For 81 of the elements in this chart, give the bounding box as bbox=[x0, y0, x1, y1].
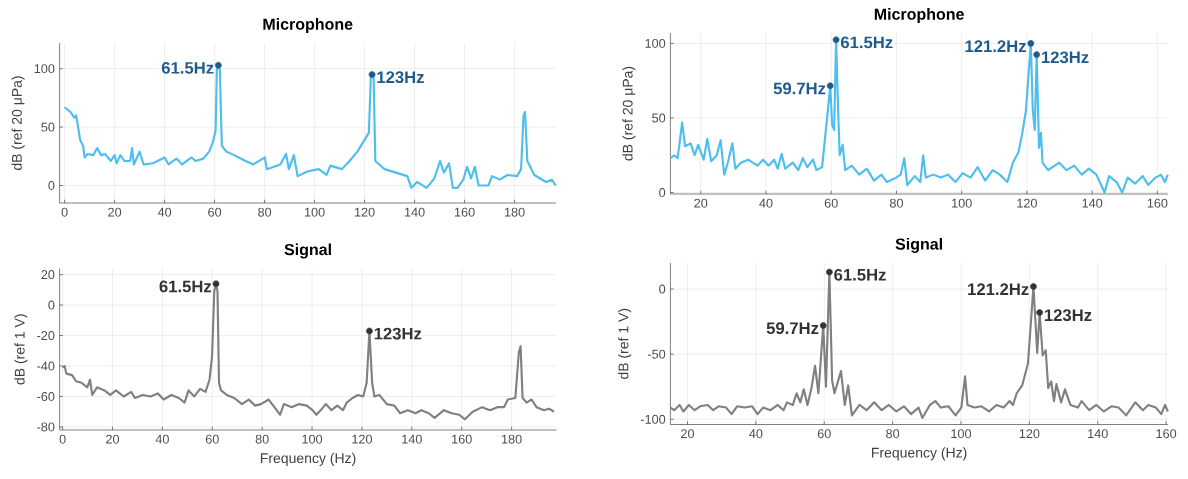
point bbox=[1036, 309, 1043, 316]
x-axis-title: Frequency (Hz) bbox=[260, 452, 356, 466]
y-tick-label: 50 bbox=[41, 122, 55, 132]
x-tick-label: 0 bbox=[59, 434, 66, 444]
x-tick-label: 80 bbox=[889, 198, 903, 208]
x-tick-label: 100 bbox=[304, 207, 325, 217]
x-tick-label: 180 bbox=[504, 207, 525, 217]
x-tick-label: 60 bbox=[817, 429, 831, 439]
y-tick-label: 0 bbox=[48, 300, 55, 310]
x-tick-label: 80 bbox=[255, 434, 269, 444]
x-tick-label: 40 bbox=[155, 434, 169, 444]
x-tick-label: 80 bbox=[258, 207, 272, 217]
annotation: 121.2Hz bbox=[968, 283, 1029, 295]
x-tick-label: 60 bbox=[208, 207, 222, 217]
annotation: 121.2Hz bbox=[965, 40, 1026, 52]
annotation: 61.5Hz bbox=[840, 36, 893, 49]
x-tick-label: 20 bbox=[694, 198, 708, 208]
x-tick-label: 160 bbox=[452, 434, 472, 444]
chart-title: Signal bbox=[895, 237, 942, 253]
y-tick-label: -100 bbox=[640, 414, 666, 424]
annotation: 61.5Hz bbox=[161, 61, 214, 74]
x-tick-label: 140 bbox=[1088, 429, 1108, 439]
x-tick-label: 120 bbox=[1019, 429, 1040, 439]
y-tick-label: -60 bbox=[37, 392, 55, 401]
x-tick-label: 100 bbox=[302, 434, 323, 444]
point bbox=[819, 322, 827, 329]
y-tick-label: 100 bbox=[645, 38, 666, 48]
chart-title: Microphone bbox=[874, 8, 964, 23]
y-tick-label: 20 bbox=[41, 270, 55, 280]
x-tick-label: 140 bbox=[402, 434, 422, 444]
x-tick-label: 0 bbox=[61, 207, 68, 217]
y-tick-label: -50 bbox=[647, 349, 666, 359]
x-tick-label: 100 bbox=[952, 198, 972, 208]
annotation: 123Hz bbox=[374, 327, 422, 340]
x-tick-label: 100 bbox=[951, 429, 972, 439]
x-axis-title: Frequency (Hz) bbox=[872, 447, 967, 461]
x-tick-label: 160 bbox=[1156, 429, 1177, 439]
chart-title: Microphone bbox=[263, 18, 353, 33]
annotation: 123Hz bbox=[1044, 309, 1092, 322]
point bbox=[1027, 40, 1035, 47]
x-tick-label: 120 bbox=[354, 207, 375, 217]
annotation: 61.5Hz bbox=[159, 280, 212, 293]
x-tick-label: 160 bbox=[1147, 198, 1168, 208]
x-tick-label: 20 bbox=[681, 429, 695, 439]
x-tick-label: 80 bbox=[886, 429, 900, 439]
y-axis-title: dB (ref 20 μPa) bbox=[11, 76, 25, 171]
annotation: 59.7Hz bbox=[773, 82, 826, 95]
x-tick-label: 140 bbox=[404, 207, 425, 217]
annotation: 123Hz bbox=[377, 71, 424, 84]
chart-title: Signal bbox=[284, 243, 331, 259]
point bbox=[826, 82, 834, 90]
y-tick-label: 0 bbox=[48, 181, 55, 190]
x-tick-label: 180 bbox=[502, 434, 522, 444]
y-axis-title: dB (ref 20 μPa) bbox=[622, 66, 636, 161]
annotation: 59.7Hz bbox=[766, 322, 819, 335]
point bbox=[826, 268, 833, 276]
y-tick-label: 100 bbox=[34, 64, 55, 74]
y-tick-label: -80 bbox=[37, 422, 55, 432]
x-tick-label: 60 bbox=[824, 198, 838, 208]
point bbox=[832, 36, 840, 44]
point bbox=[1030, 283, 1037, 290]
x-tick-label: 160 bbox=[454, 207, 475, 217]
x-tick-label: 120 bbox=[1017, 198, 1037, 208]
y-tick-label: 0 bbox=[659, 284, 666, 294]
annotation: 61.5Hz bbox=[834, 268, 886, 281]
x-tick-label: 140 bbox=[1082, 198, 1103, 208]
x-tick-label: 40 bbox=[759, 198, 773, 208]
point bbox=[1033, 51, 1041, 58]
y-tick-label: -20 bbox=[37, 331, 55, 341]
y-tick-label: 0 bbox=[659, 188, 666, 197]
x-tick-label: 20 bbox=[108, 207, 122, 217]
x-tick-label: 20 bbox=[106, 434, 120, 444]
y-axis-title: dB (ref 1 V) bbox=[618, 308, 632, 379]
y-tick-label: 50 bbox=[652, 113, 666, 123]
x-tick-label: 60 bbox=[205, 434, 219, 444]
y-axis-title: dB (ref 1 V) bbox=[14, 314, 28, 385]
annotation: 123Hz bbox=[1042, 51, 1089, 64]
x-tick-label: 40 bbox=[157, 207, 172, 217]
y-tick-label: -40 bbox=[37, 361, 55, 371]
x-tick-label: 40 bbox=[749, 429, 763, 439]
x-tick-label: 120 bbox=[352, 434, 372, 444]
